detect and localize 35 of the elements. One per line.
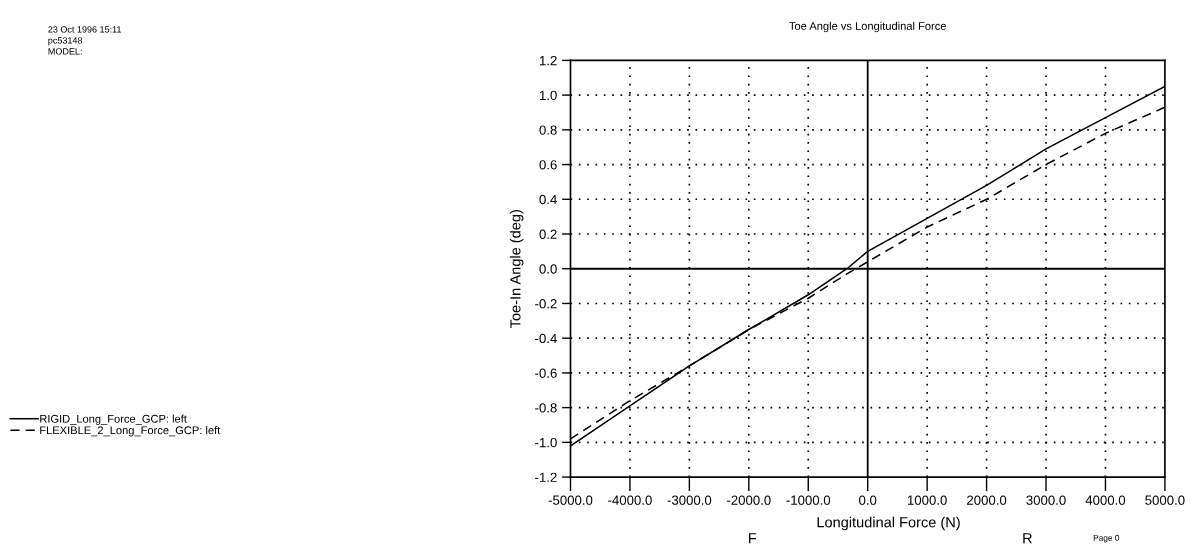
x-tick-label: -5000.0 bbox=[548, 495, 593, 505]
text: MODEL: bbox=[48, 48, 82, 55]
text: F bbox=[749, 533, 757, 544]
y-tick-label: 1.0 bbox=[539, 90, 557, 101]
x-tick-label: -4000.0 bbox=[608, 495, 652, 505]
y-tick-label: 0.2 bbox=[539, 229, 557, 239]
legend-label: FLEXIBLE_2_Long_Force_GCP: left bbox=[40, 426, 221, 437]
y-tick-label: -0.8 bbox=[535, 403, 557, 413]
x-tick-label: -3000.0 bbox=[667, 495, 712, 505]
text: R bbox=[1023, 533, 1032, 544]
y-tick-label: 0.6 bbox=[539, 160, 557, 170]
y-tick-label: -1.0 bbox=[535, 437, 557, 448]
x-tick-label: 0.0 bbox=[859, 495, 877, 505]
y-tick-label: -0.2 bbox=[535, 299, 557, 309]
y-tick-label: 0.8 bbox=[539, 125, 557, 135]
y-tick-label: -0.4 bbox=[535, 333, 557, 344]
legend-label: RIGID_Long_Force_GCP: left bbox=[40, 414, 187, 425]
x-tick-label: 3000.0 bbox=[1026, 495, 1066, 505]
chart-title: Toe Angle vs Longitudinal Force bbox=[789, 21, 946, 33]
y-axis-title: Toe-In Angle (deg) bbox=[509, 210, 524, 328]
y-tick-label: 0.0 bbox=[539, 264, 557, 274]
x-tick-label: -2000.0 bbox=[727, 495, 771, 505]
text: pc53148 bbox=[48, 37, 83, 46]
y-tick-label: 0.4 bbox=[539, 194, 557, 205]
y-tick-label: -0.6 bbox=[535, 368, 557, 378]
x-tick-label: 1000.0 bbox=[907, 495, 947, 505]
x-tick-label: -1000.0 bbox=[786, 495, 831, 505]
y-tick-label: 1.2 bbox=[539, 55, 557, 66]
text: 23 Oct 1996 15:11 bbox=[48, 26, 122, 33]
x-tick-label: 5000.0 bbox=[1145, 495, 1185, 505]
y-tick-label: -1.2 bbox=[535, 472, 557, 482]
x-tick-label: 4000.0 bbox=[1085, 495, 1126, 505]
text: Page 0 bbox=[1093, 534, 1120, 543]
x-axis-title: Longitudinal Force (N) bbox=[817, 516, 960, 531]
x-tick-label: 2000.0 bbox=[967, 495, 1007, 505]
